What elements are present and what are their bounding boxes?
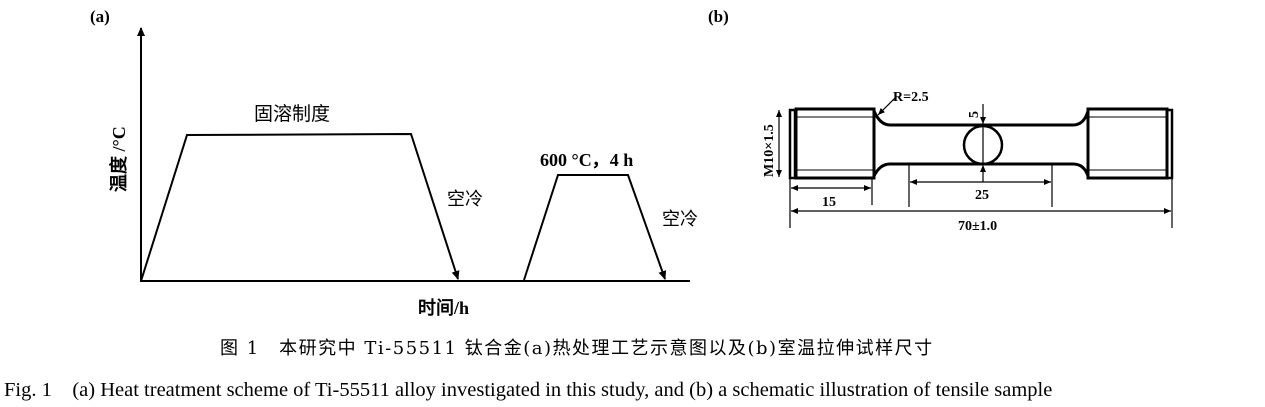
aging-treatment-curve — [523, 174, 667, 281]
tensile-specimen — [776, 97, 1174, 228]
panel-b-label: (b) — [708, 7, 729, 26]
gauge-length-label: 25 — [975, 188, 989, 203]
solution-treatment-curve — [140, 132, 460, 282]
cooling-label-2: 空冷 — [662, 209, 698, 230]
diameter-label: 5 — [967, 111, 982, 118]
solution-label: 固溶制度 — [254, 103, 330, 125]
aging-label: 600 °C，4 h — [540, 150, 633, 170]
caption-english: Fig. 1 (a) Heat treatment scheme of Ti-5… — [4, 379, 1053, 401]
thread-label: M10×1.5 — [762, 124, 777, 177]
y-axis-label: 温度 /°C — [108, 126, 129, 192]
total-length-label: 70±1.0 — [958, 219, 997, 234]
panel-a-label: (a) — [90, 7, 110, 26]
heat-treatment-diagram — [137, 27, 690, 282]
grip-length-label: 15 — [822, 195, 836, 210]
caption-chinese: 图 1 本研究中 Ti-55511 钛合金(a)热处理工艺示意图以及(b)室温拉… — [220, 338, 934, 359]
x-axis-label: 时间/h — [418, 298, 469, 318]
radius-label: R=2.5 — [893, 90, 929, 105]
cooling-label-1: 空冷 — [447, 189, 483, 210]
